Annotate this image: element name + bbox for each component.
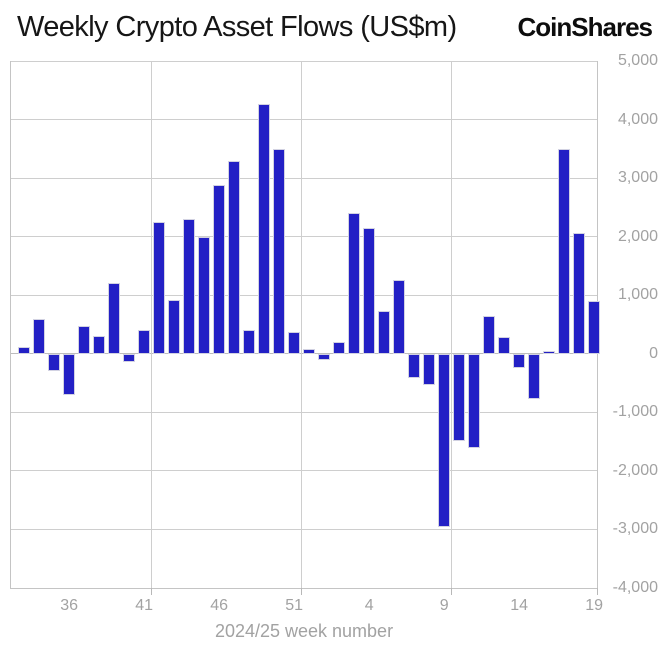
x-tick-label: 51 [285,597,304,614]
bar-week-50 [273,148,285,354]
bar-week-13 [498,337,510,354]
x-tick-mark [151,588,153,595]
x-tick-label: 14 [510,597,529,614]
gridline-v [151,61,153,588]
bar-week-8 [423,353,435,385]
y-tick-label: 2,000 [617,227,658,245]
bar-week-48 [243,329,255,354]
bar-week-7 [408,353,420,378]
bar-week-33 [18,347,30,354]
bar-week-47 [228,161,240,354]
x-tick-mark [301,588,303,595]
gridline-v [301,61,303,588]
bar-week-9 [438,353,450,528]
chart-title: Weekly Crypto Asset Flows (US$m) [17,11,457,43]
gridline-h [10,353,598,355]
bar-week-19 [588,301,600,354]
gridline-h [10,528,598,530]
bar-week-17 [558,148,570,354]
gridline-h [10,236,598,238]
bar-week-10 [453,353,465,441]
bar-week-15 [528,353,540,399]
x-tick-label: 19 [585,597,604,614]
y-tick-label: -2,000 [612,461,658,479]
x-tick-mark [597,588,598,595]
gridline-h [10,470,598,472]
bar-week-36 [63,353,75,395]
gridline-h [10,60,598,62]
x-tick-label: 46 [210,597,229,614]
plot-border-left [10,61,11,588]
bar-week-42 [153,222,165,354]
x-tick-mark [451,588,453,595]
bar-week-2 [333,342,345,354]
bar-week-3 [348,213,360,354]
bar-week-11 [468,353,480,449]
bar-week-41 [138,330,150,354]
bar-week-49 [258,104,270,354]
gridline-h [10,411,598,413]
bar-week-12 [483,316,495,354]
bar-week-51 [288,332,300,354]
gridline-h [10,177,598,179]
bar-week-16 [543,351,555,354]
bar-week-5 [378,311,390,354]
bar-week-34 [33,318,45,354]
y-tick-label: -3,000 [612,520,658,538]
gridline-h [10,294,598,296]
bar-week-1 [318,353,330,360]
bar-week-14 [513,353,525,368]
bar-week-37 [78,325,90,354]
coinshares-logo: CoinShares [517,12,653,42]
y-tick-label: 1,000 [617,286,658,304]
bar-week-44 [183,218,195,354]
x-tick-label: 4 [364,597,374,614]
bar-week-45 [198,236,210,354]
y-tick-label: 5,000 [617,52,658,69]
bar-week-4 [363,228,375,354]
y-tick-label: 0 [649,344,658,362]
plot-border-bottom [10,587,598,589]
bar-week-52 [303,348,315,354]
bar-week-18 [573,233,585,354]
y-tick-label: 4,000 [617,110,658,128]
bar-week-46 [213,185,225,354]
x-tick-label: 36 [60,597,79,614]
x-tick-label: 41 [135,597,154,614]
y-tick-label: -1,000 [612,403,658,421]
y-tick-label: -4,000 [612,579,658,596]
bar-week-39 [108,282,120,354]
bar-week-38 [93,336,105,354]
bar-week-43 [168,299,180,354]
x-tick-label: 9 [439,597,449,614]
bar-week-40 [123,353,135,362]
x-axis-title: 2024/25 week number [214,621,394,641]
bar-week-35 [48,353,60,372]
gridline-h [10,119,598,121]
y-tick-label: 3,000 [617,169,658,187]
gridline-v [451,61,453,588]
bar-week-6 [393,279,405,354]
